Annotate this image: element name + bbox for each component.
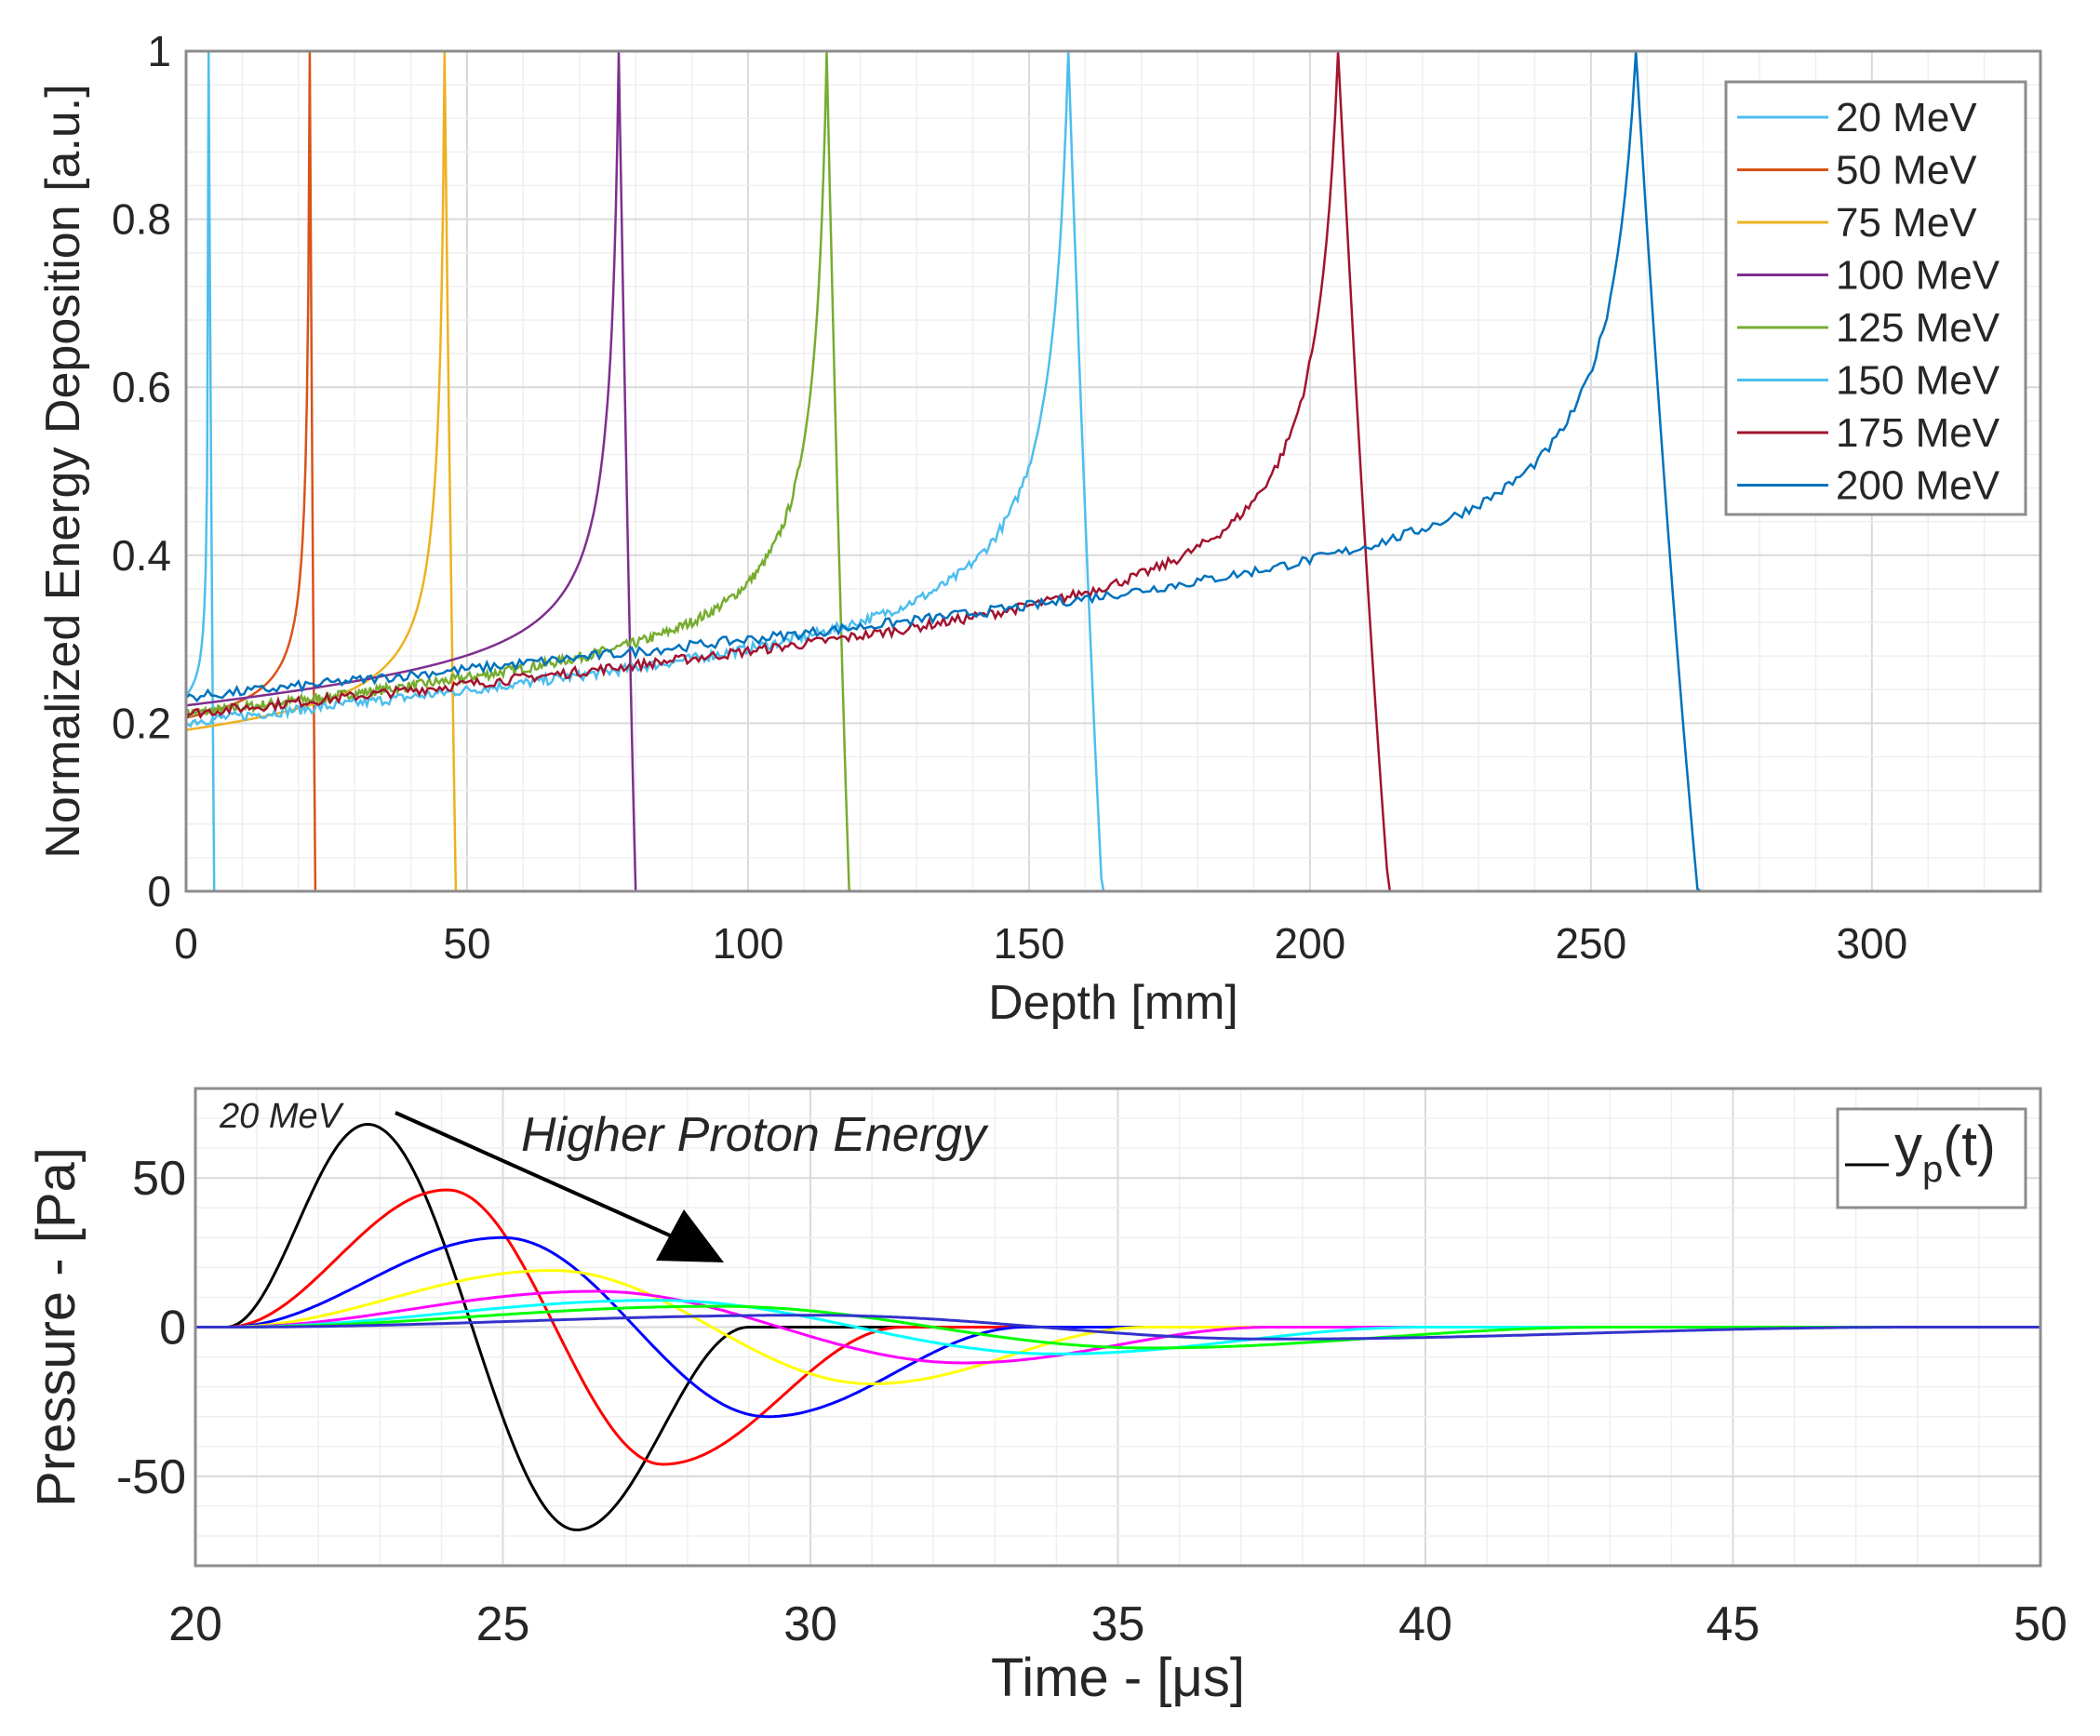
depth-dose-curve [185, 50, 513, 893]
pressure-annotations: 20 MeV Higher Proton Energy [219, 1097, 989, 1262]
y-tick-label: 0.2 [112, 699, 171, 747]
legend-y: y [1894, 1115, 1922, 1177]
legend-suffix: (t) [1943, 1115, 1996, 1177]
depth-dose-chart: 0 50 100 150 200 250 300 0 0.2 0.4 0.6 0.8 1 Depth [… [36, 27, 2042, 1030]
y-tick-label: 0 [147, 867, 171, 915]
x-tick-label: 50 [2013, 1597, 2067, 1651]
depth-dose-y-axis-label: Normalized Energy Deposition [a.u.] [36, 84, 90, 858]
x-tick-label: 30 [783, 1597, 837, 1651]
depth-dose-x-axis-label: Depth [mm] [988, 976, 1238, 1030]
y-tick-label: 50 [132, 1152, 186, 1206]
x-tick-label: 20 [168, 1597, 222, 1651]
arrow-head-icon [656, 1209, 724, 1262]
pressure-legend-box [1836, 1107, 2027, 1209]
depth-dose-curve [185, 50, 1225, 893]
arrow-icon [395, 1111, 671, 1237]
depth-dose-tick-labels: 0 50 100 150 200 250 300 0 0.2 0.4 0.6 0.8 1 [112, 27, 1907, 968]
legend-entry: 150 MeV [1836, 358, 2000, 404]
legend-entry: 75 MeV [1836, 200, 1977, 246]
legend-entry: 100 MeV [1836, 253, 2000, 299]
x-tick-label: 200 [1275, 919, 1346, 968]
pressure-tick-labels: 20 25 30 35 40 45 50 -50 0 50 [116, 1152, 2067, 1651]
pressure-legend-label: yp(t) [1894, 1115, 1996, 1190]
annotation-20mev-label: 20 MeV [219, 1097, 345, 1136]
pressure-x-axis-label: Time - [μs] [991, 1648, 1245, 1708]
y-tick-label: 0.4 [112, 531, 171, 580]
depth-dose-legend: 20 MeV 50 MeV 75 MeV 100 MeV 125 MeV 150 MeV 1… [1724, 80, 2027, 516]
legend-box [1724, 80, 2027, 516]
pressure-axes-frame [194, 1087, 2042, 1568]
x-tick-label: 100 [713, 919, 784, 968]
x-tick-label: 40 [1398, 1597, 1452, 1651]
depth-dose-axes-frame [184, 49, 2042, 893]
legend-entry: 20 MeV [1836, 95, 1977, 140]
x-tick-label: 35 [1091, 1597, 1145, 1651]
pressure-curve [195, 1304, 2040, 1350]
legend-entry: 200 MeV [1836, 463, 2000, 509]
x-tick-label: 50 [443, 919, 490, 968]
x-tick-label: 150 [994, 919, 1065, 968]
x-tick-label: 25 [476, 1597, 530, 1651]
pressure-curves [195, 1122, 2040, 1532]
y-tick-label: 0.6 [112, 363, 171, 411]
depth-dose-curve [184, 50, 916, 893]
pressure-curve [195, 1314, 2040, 1341]
y-tick-label: -50 [116, 1450, 186, 1504]
x-tick-label: 0 [174, 919, 198, 968]
y-tick-label: 0 [159, 1302, 186, 1355]
x-tick-label: 250 [1555, 919, 1626, 968]
legend-entry: 125 MeV [1836, 305, 2000, 351]
pressure-y-axis-label: Pressure - [Pa] [26, 1147, 87, 1507]
legend-entry: 175 MeV [1836, 410, 2000, 456]
legend-entry: 50 MeV [1836, 148, 1977, 194]
x-tick-label: 300 [1836, 919, 1907, 968]
pressure-chart: 20 25 30 35 40 45 50 -50 0 50 Time - [μs] Pressur… [26, 1087, 2067, 1708]
annotation-higher-energy-label: Higher Proton Energy [521, 1108, 989, 1162]
pressure-legend: yp(t) [1836, 1107, 2027, 1209]
depth-dose-curve [184, 50, 1477, 893]
y-tick-label: 0.8 [112, 195, 171, 244]
y-tick-label: 1 [147, 27, 171, 75]
depth-dose-curve [185, 50, 1759, 893]
depth-dose-curve [185, 50, 216, 892]
legend-subscript: p [1922, 1149, 1943, 1190]
x-tick-label: 45 [1706, 1597, 1760, 1651]
